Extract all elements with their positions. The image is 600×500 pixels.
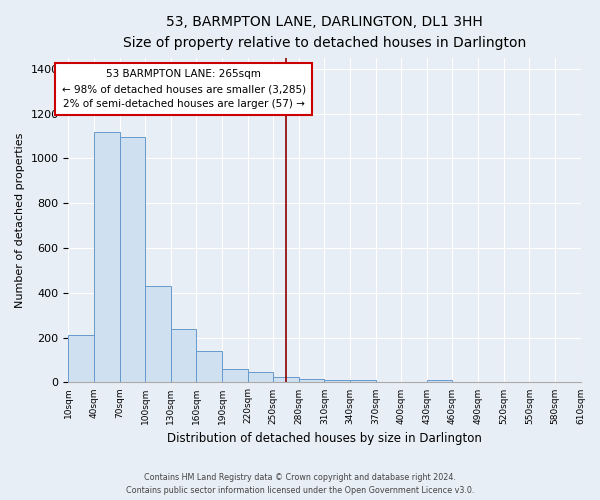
Bar — [196, 351, 222, 382]
Bar — [222, 369, 248, 382]
Bar — [299, 379, 325, 382]
Bar — [273, 377, 299, 382]
Bar — [427, 380, 452, 382]
Bar — [145, 286, 171, 382]
Bar — [325, 380, 350, 382]
Bar — [94, 132, 119, 382]
Bar — [68, 336, 94, 382]
Bar — [350, 380, 376, 382]
Text: Contains HM Land Registry data © Crown copyright and database right 2024.
Contai: Contains HM Land Registry data © Crown c… — [126, 474, 474, 495]
Bar — [248, 372, 273, 382]
Bar — [119, 137, 145, 382]
X-axis label: Distribution of detached houses by size in Darlington: Distribution of detached houses by size … — [167, 432, 482, 445]
Bar — [171, 328, 196, 382]
Y-axis label: Number of detached properties: Number of detached properties — [15, 132, 25, 308]
Text: 53 BARMPTON LANE: 265sqm
← 98% of detached houses are smaller (3,285)
2% of semi: 53 BARMPTON LANE: 265sqm ← 98% of detach… — [62, 70, 305, 109]
Title: 53, BARMPTON LANE, DARLINGTON, DL1 3HH
Size of property relative to detached hou: 53, BARMPTON LANE, DARLINGTON, DL1 3HH S… — [123, 15, 526, 50]
